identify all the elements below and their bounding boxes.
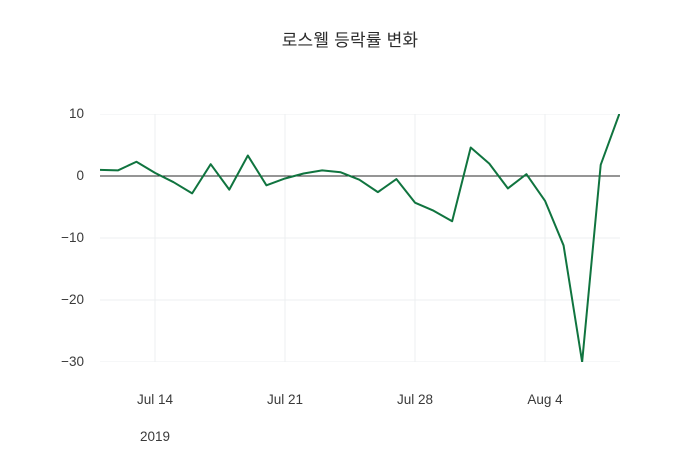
y-tick-label: −10 <box>61 230 84 245</box>
y-tick-label: 0 <box>76 168 84 183</box>
x-axis: Jul 14 2019 Jul 21 Jul 28 Aug 4 <box>137 373 563 443</box>
x-tick-line1: Jul 14 <box>136 392 174 408</box>
chart-plot-svg <box>100 114 620 362</box>
x-tick-label-jul-14: Jul 14 2019 <box>137 373 173 464</box>
x-tick-line1: Jul 21 <box>266 392 304 408</box>
data-line-series-0 <box>100 114 620 362</box>
plot-area <box>100 114 620 362</box>
x-tick-line1: Aug 4 <box>527 392 563 408</box>
y-axis: 10 0 −10 −20 −30 <box>28 0 84 450</box>
chart-container: 로스웰 등락률 변화 10 0 −10 −20 −30 Jul 14 2019 … <box>28 0 620 450</box>
y-tick-label: 10 <box>68 106 84 121</box>
y-tick-label: −20 <box>61 292 84 307</box>
x-tick-label-jul-28: Jul 28 <box>397 373 433 428</box>
y-tick-label: −30 <box>61 354 84 369</box>
chart-title: 로스웰 등락률 변화 <box>281 31 419 50</box>
x-tick-line1: Jul 28 <box>396 392 434 408</box>
x-tick-label-jul-21: Jul 21 <box>267 373 303 428</box>
x-tick-year: 2019 <box>139 428 171 444</box>
x-tick-label-aug-4: Aug 4 <box>527 373 562 428</box>
